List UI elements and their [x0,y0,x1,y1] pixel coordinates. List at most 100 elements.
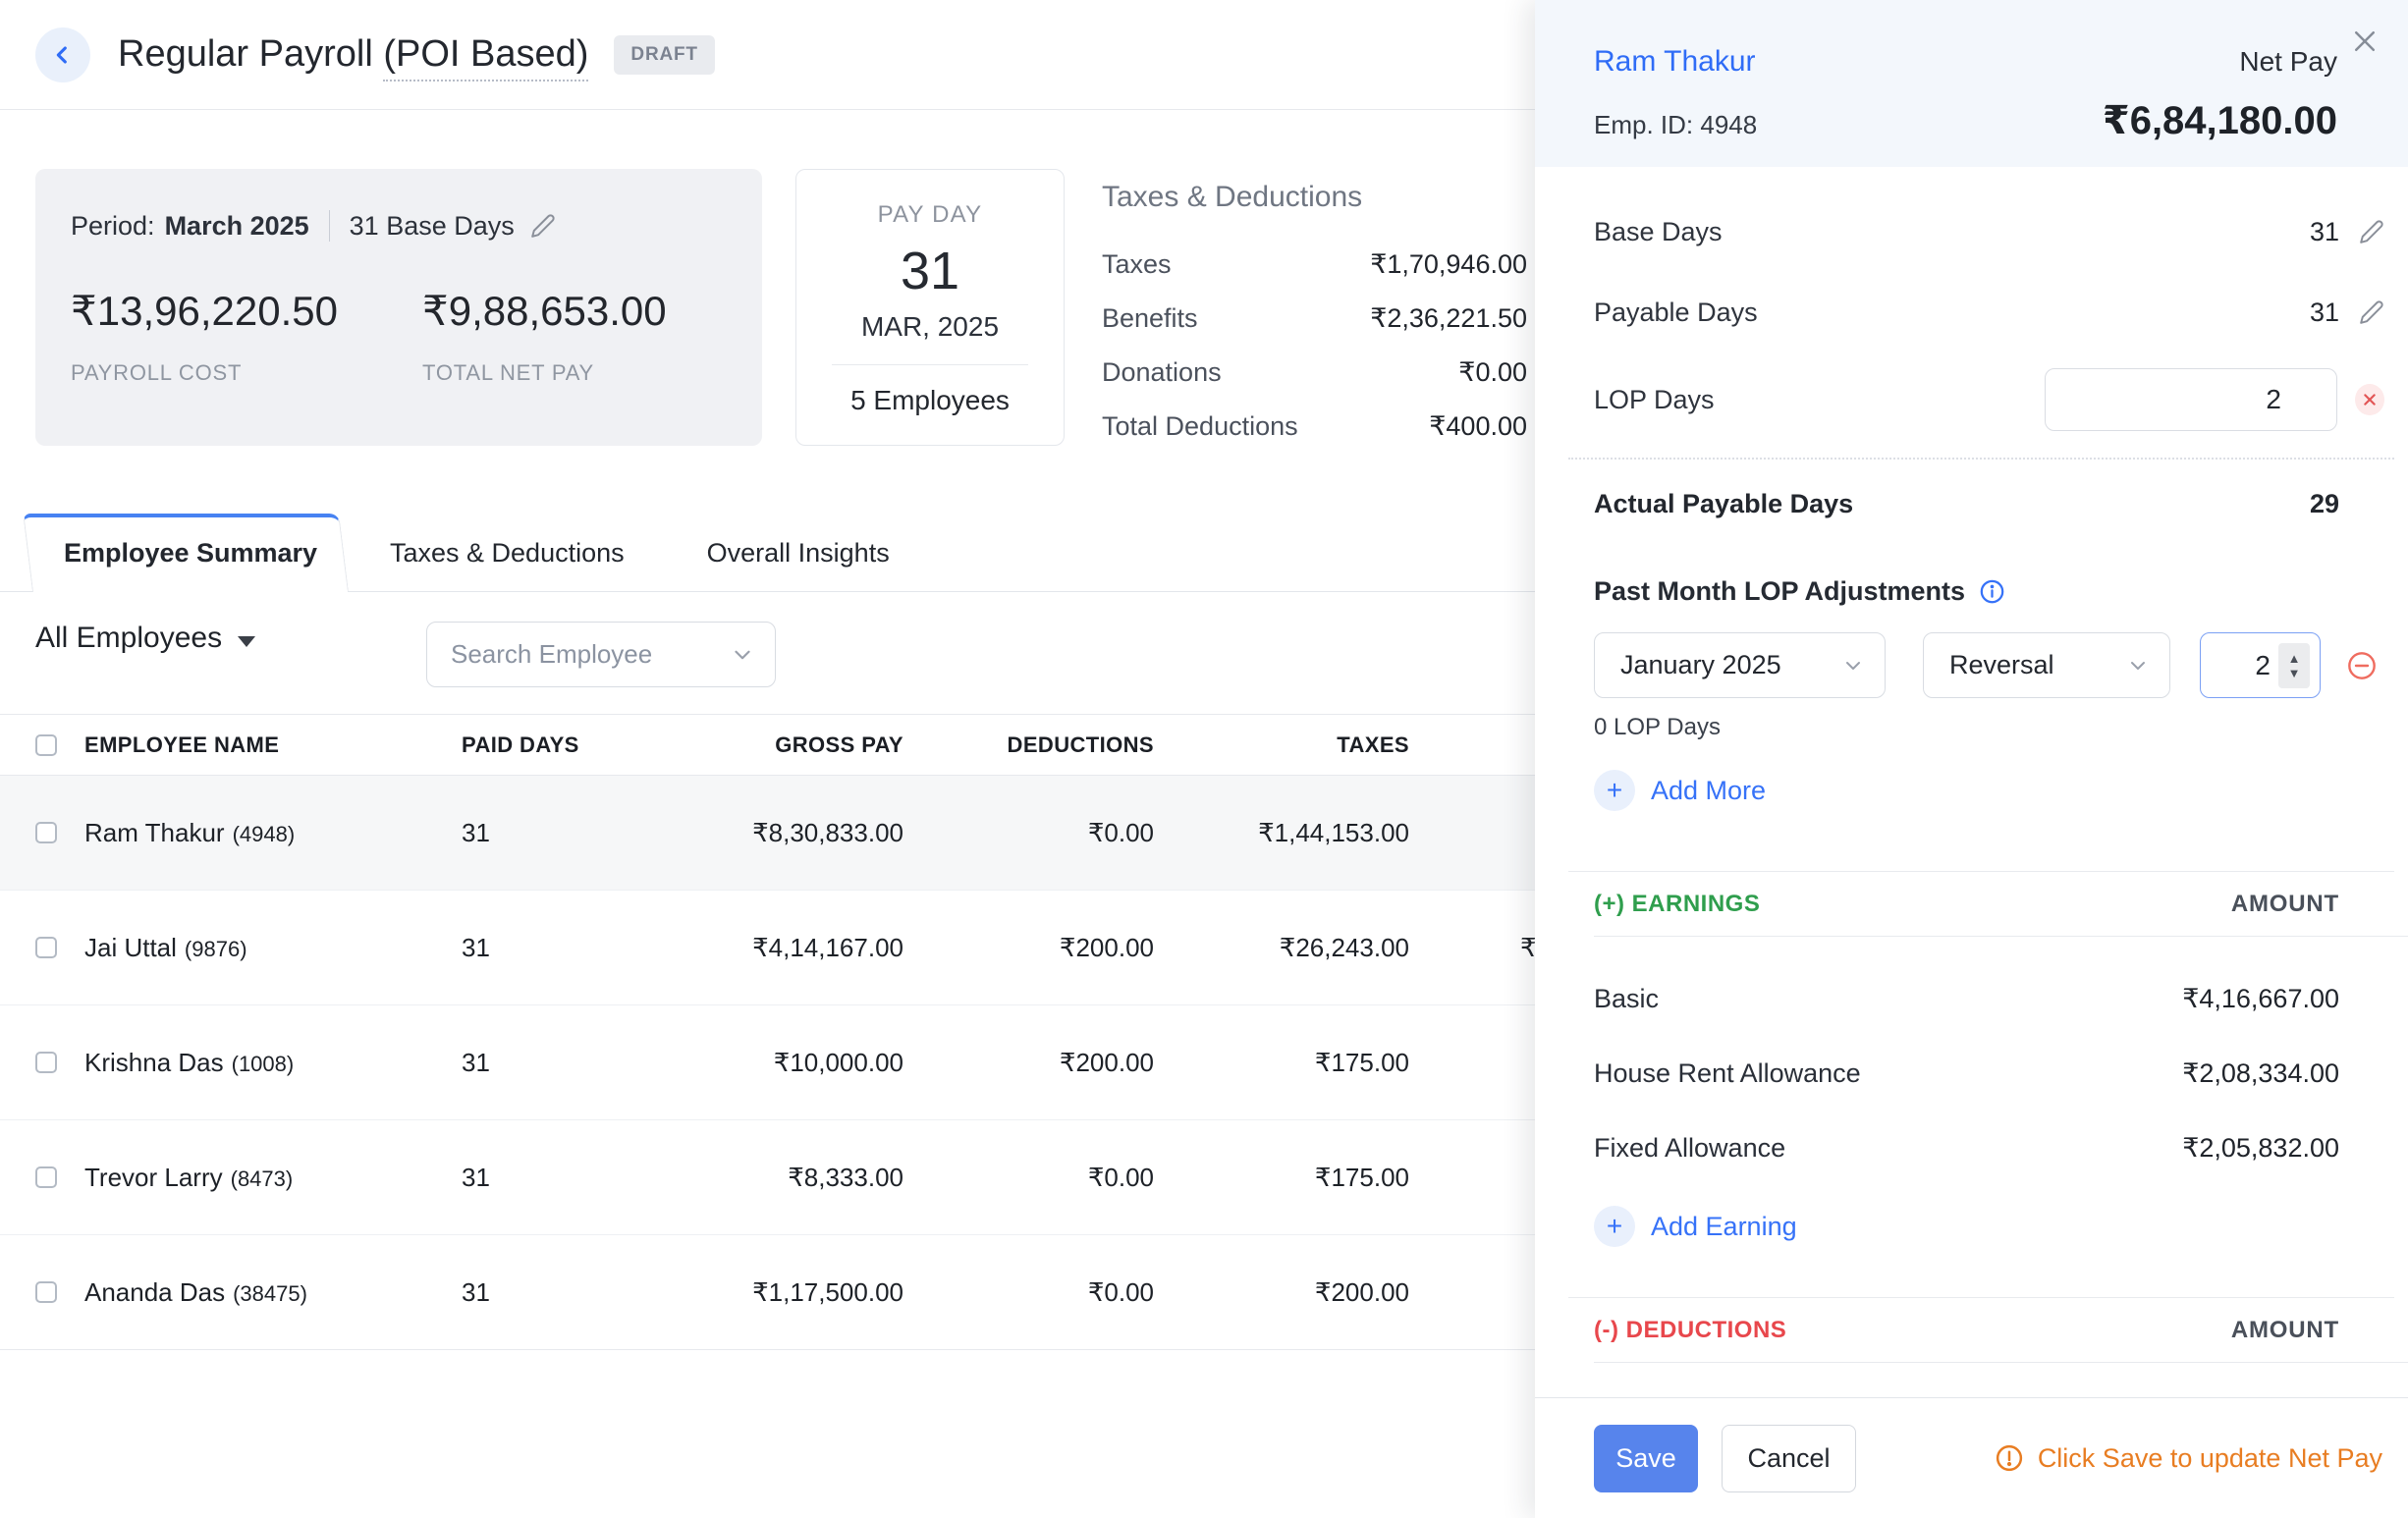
gross-pay-cell: ₹1,17,500.00 [752,1276,903,1307]
total-net-pay-label: TOTAL NET PAY [422,360,595,385]
row-label: Donations [1102,357,1222,387]
close-icon [2350,27,2380,56]
earning-value: ₹2,08,334.00 [2182,1057,2339,1088]
employee-detail-panel: Ram Thakur Net Pay Emp. ID: 4948 ₹6,84,1… [1535,0,2408,1518]
add-more-button[interactable]: + Add More [1594,769,2408,812]
page-title: Regular Payroll (POI Based) [118,33,589,81]
employee-name[interactable]: Ananda Das [84,1276,226,1307]
gross-pay-cell: ₹8,333.00 [788,1162,903,1192]
panel-employee-name-link[interactable]: Ram Thakur [1594,45,1756,78]
earning-value: ₹4,16,667.00 [2182,983,2339,1013]
taxes-cell: ₹175.00 [1314,1047,1409,1077]
earning-label: Basic [1594,983,1660,1013]
remove-adjustment-button[interactable] [2346,650,2378,681]
panel-footer: Save Cancel Click Save to update Net Pay [1535,1397,2408,1518]
deductions-cell: ₹200.00 [1059,1047,1154,1077]
total-net-pay-amount: ₹9,88,653.00 [422,288,667,334]
employee-id: (1008) [231,1051,295,1076]
lop-hint: 0 LOP Days [1594,714,1721,740]
earning-row-hra: House Rent Allowance ₹2,08,334.00 [1594,1036,2408,1111]
paid-days-cell: 31 [462,1047,490,1077]
chevron-down-icon [730,642,755,668]
taxes-cell: ₹26,243.00 [1279,932,1409,962]
cancel-button[interactable]: Cancel [1722,1424,1856,1492]
edit-base-days-icon[interactable] [530,213,556,239]
payroll-cost-label: PAYROLL COST [71,360,243,385]
lop-days-row: LOP Days 2 [1594,367,2408,432]
clear-x-icon [2355,384,2384,415]
clear-lop-days-button[interactable] [2355,384,2384,415]
actual-payable-days-row: Actual Payable Days 29 [1594,477,2408,530]
employee-filter-dropdown[interactable]: All Employees [35,622,256,655]
spinner-down-icon[interactable]: ▼ [2287,665,2301,680]
payroll-name-editable[interactable]: (POI Based) [383,33,589,81]
info-icon[interactable] [1979,578,2005,605]
lop-days-input[interactable]: 2 [2045,368,2337,431]
section-divider [1568,1297,2394,1298]
table-row[interactable]: Jai Uttal (9876) 31 ₹4,14,167.00 ₹200.00 … [0,891,1866,1005]
add-earning-button[interactable]: + Add Earning [1594,1205,2408,1248]
table-row[interactable]: Ananda Das (38475) 31 ₹1,17,500.00 ₹0.00 … [0,1235,1866,1350]
table-row[interactable]: Krishna Das (1008) 31 ₹10,000.00 ₹200.00 … [0,1005,1866,1120]
earning-row-fixed-allowance: Fixed Allowance ₹2,05,832.00 [1594,1111,2408,1185]
employee-name[interactable]: Trevor Larry [84,1162,223,1192]
payable-days-label: Payable Days [1594,297,1758,327]
summary-cards: Period: March 2025 31 Base Days ₹13,96,2… [35,169,1527,454]
row-checkbox[interactable] [35,1052,57,1073]
earning-label: House Rent Allowance [1594,1057,1861,1088]
tab-overall-insights[interactable]: Overall Insights [666,515,931,591]
tab-taxes-deductions[interactable]: Taxes & Deductions [349,515,666,591]
divider [328,210,330,242]
gross-pay-cell: ₹4,14,167.00 [752,932,903,962]
column-header-taxes: TAXES [1337,732,1409,757]
base-days-label: Base Days [1594,216,1723,246]
earnings-amount-header: AMOUNT [2230,890,2339,917]
column-header-gross-pay: GROSS PAY [775,732,903,757]
base-days-value: 31 [2309,216,2339,246]
lop-month-select[interactable]: January 2025 [1594,632,1886,698]
table-row[interactable]: Trevor Larry (8473) 31 ₹8,333.00 ₹0.00 ₹1… [0,1120,1866,1235]
summary-row-benefits: Benefits ₹2,36,221.50 [1102,292,1527,346]
column-header-deductions: DEDUCTIONS [1007,732,1154,757]
employee-name[interactable]: Krishna Das [84,1047,224,1077]
net-pay-amount: ₹6,84,180.00 [2102,99,2337,142]
summary-row-total-deductions: Total Deductions ₹400.00 [1102,400,1527,454]
lop-type-select[interactable]: Reversal [1923,632,2170,698]
row-value: ₹1,70,946.00 [1370,249,1527,279]
row-checkbox[interactable] [35,822,57,843]
employee-filter-label: All Employees [35,622,223,654]
row-label: Taxes [1102,249,1172,279]
lop-type-value: Reversal [1949,650,2054,679]
employee-name[interactable]: Ram Thakur [84,817,225,847]
lop-adjustment-days-value: 2 [2255,649,2271,680]
row-checkbox[interactable] [35,1166,57,1188]
lop-adjustment-days-input[interactable]: 2 ▲ ▼ [2200,632,2321,698]
row-checkbox[interactable] [35,937,57,958]
summary-row-taxes: Taxes ₹1,70,946.00 [1102,238,1527,292]
payable-days-row: Payable Days 31 [1594,283,2408,342]
warning-text: Click Save to update Net Pay [2037,1442,2382,1473]
status-badge: DRAFT [614,34,715,75]
search-placeholder: Search Employee [451,639,653,669]
row-value: ₹400.00 [1429,411,1527,441]
past-month-lop-title: Past Month LOP Adjustments [1594,575,1966,606]
row-label: Total Deductions [1102,411,1298,441]
save-button[interactable]: Save [1594,1424,1698,1492]
employee-name[interactable]: Jai Uttal [84,932,177,962]
select-all-checkbox[interactable] [35,733,57,756]
add-more-label: Add More [1651,775,1767,805]
row-value: ₹2,36,221.50 [1370,303,1527,333]
deductions-cell: ₹200.00 [1059,932,1154,962]
search-employee-combobox[interactable]: Search Employee [426,622,776,687]
column-header-paid-days: PAID DAYS [462,732,579,757]
chevron-down-icon [1841,654,1865,678]
number-spinner[interactable]: ▲ ▼ [2278,642,2310,688]
edit-payable-days-icon[interactable] [2359,299,2384,325]
past-month-lop-title-row: Past Month LOP Adjustments [1594,573,2408,609]
tab-employee-summary[interactable]: Employee Summary [23,514,349,592]
spinner-up-icon[interactable]: ▲ [2287,650,2301,666]
back-button[interactable] [35,27,90,82]
edit-base-days-icon[interactable] [2359,219,2384,244]
close-panel-button[interactable] [2345,22,2384,61]
row-checkbox[interactable] [35,1281,57,1303]
